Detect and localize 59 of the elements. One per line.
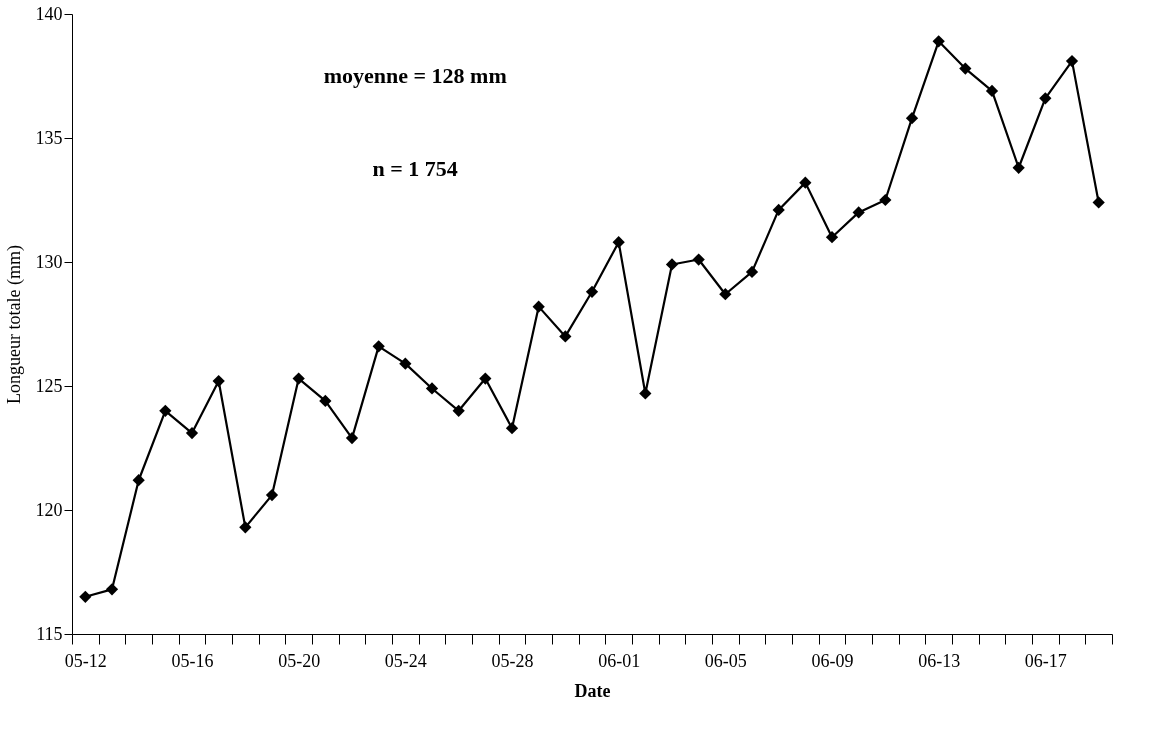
y-tick-label: 115 — [36, 623, 63, 644]
point — [559, 330, 572, 343]
point — [719, 288, 732, 301]
point — [505, 422, 519, 435]
point — [1092, 196, 1105, 209]
annotation: n = 1 754 — [372, 156, 458, 181]
point — [1065, 55, 1079, 68]
point — [319, 394, 332, 407]
point — [799, 176, 812, 189]
point — [452, 404, 465, 417]
point — [612, 236, 625, 249]
point — [105, 583, 119, 596]
x-tick-label: 05-28 — [491, 650, 534, 671]
x-tick-label: 06-01 — [598, 650, 641, 671]
x-tick-label: 06-17 — [1024, 650, 1067, 671]
point — [292, 372, 305, 385]
point — [905, 112, 919, 125]
point — [479, 372, 492, 385]
x-tick-label: 06-05 — [704, 650, 747, 671]
point — [159, 404, 172, 417]
y-tick-label: 140 — [35, 3, 63, 24]
point — [212, 374, 225, 388]
x-tick-label: 06-09 — [811, 650, 854, 671]
y-tick-label: 135 — [35, 127, 63, 148]
point — [399, 357, 412, 370]
point — [1012, 161, 1025, 174]
y-axis-title: Longueur totale (mm) — [3, 245, 25, 404]
x-tick-label: 05-24 — [384, 650, 427, 671]
point — [532, 300, 545, 313]
y-tick-label: 130 — [35, 251, 63, 272]
point — [692, 253, 705, 266]
point — [959, 62, 972, 75]
point — [745, 265, 759, 279]
point — [772, 203, 785, 217]
point — [985, 84, 999, 97]
y-tick-label: 120 — [35, 499, 63, 520]
point — [639, 387, 652, 400]
y-tick-label: 125 — [35, 375, 63, 396]
point — [825, 231, 839, 244]
point — [79, 590, 92, 603]
point — [372, 340, 385, 353]
point — [879, 193, 892, 207]
point — [585, 285, 599, 298]
point — [1039, 92, 1052, 105]
x-axis-title: Date — [574, 680, 611, 701]
point — [185, 427, 199, 440]
point — [265, 489, 279, 502]
point — [132, 474, 145, 487]
point — [239, 521, 252, 534]
annotation: moyenne = 128 mm — [323, 63, 507, 88]
point — [852, 206, 865, 219]
point — [665, 258, 679, 271]
x-tick-label: 05-12 — [64, 650, 107, 671]
point — [345, 431, 359, 445]
x-tick-label: 05-16 — [171, 650, 214, 671]
x-tick-label: 05-20 — [278, 650, 321, 671]
point — [425, 382, 439, 395]
point — [932, 35, 945, 48]
x-tick-label: 06-13 — [918, 650, 961, 671]
